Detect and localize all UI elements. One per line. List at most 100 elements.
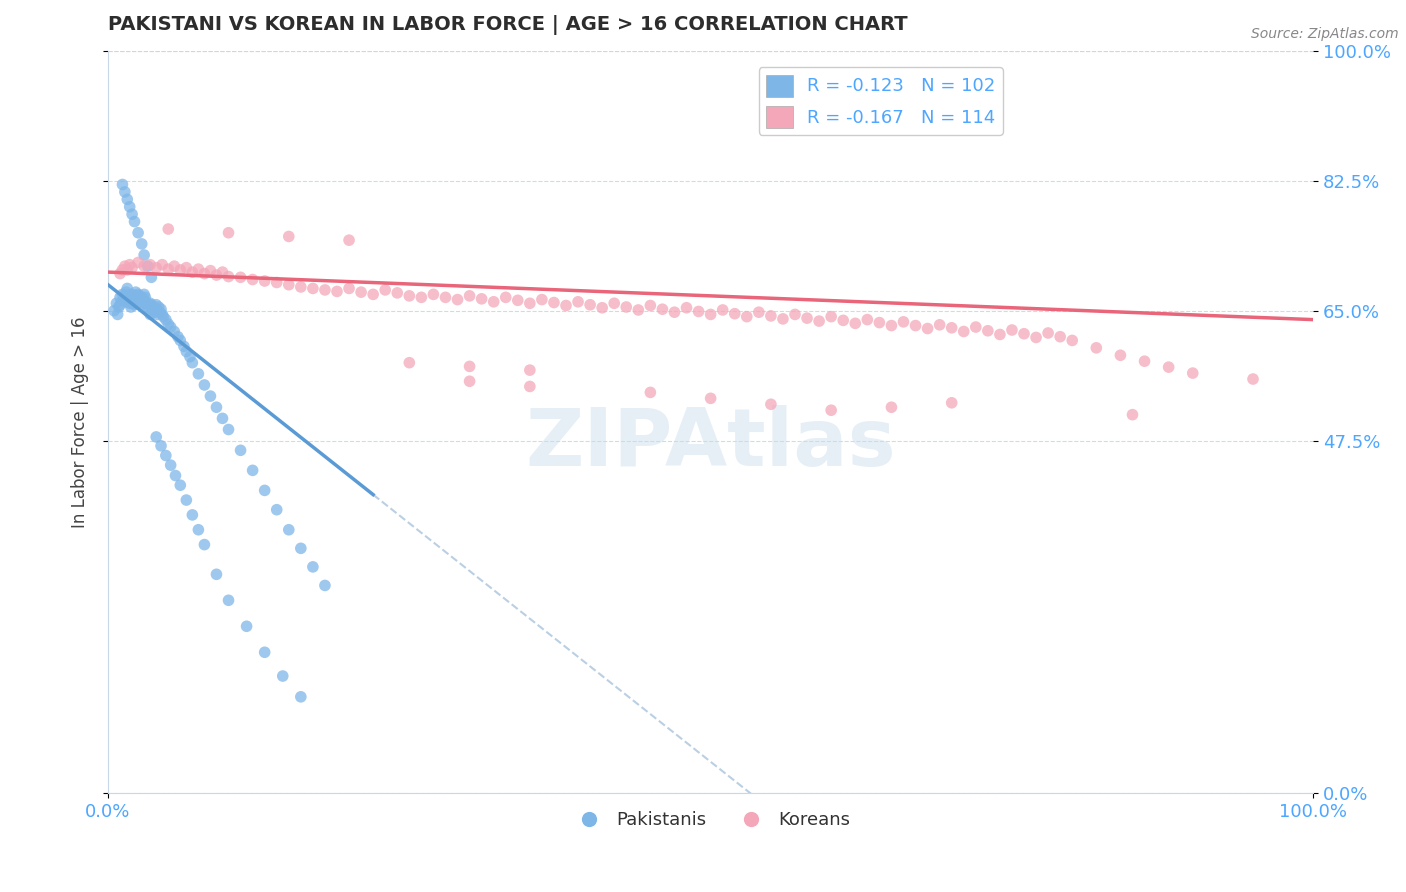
Point	[169, 478, 191, 492]
Point	[187, 523, 209, 537]
Point	[112, 293, 135, 307]
Point	[579, 298, 602, 312]
Legend: Pakistanis, Koreans: Pakistanis, Koreans	[564, 804, 858, 837]
Point	[218, 269, 240, 284]
Point	[167, 329, 190, 343]
Point	[904, 318, 927, 333]
Point	[129, 293, 152, 307]
Point	[181, 265, 204, 279]
Point	[387, 285, 409, 300]
Point	[135, 296, 157, 310]
Point	[121, 260, 143, 275]
Point	[125, 285, 148, 300]
Point	[141, 298, 163, 312]
Point	[1062, 334, 1084, 348]
Point	[134, 287, 156, 301]
Point	[290, 690, 312, 704]
Point	[868, 316, 890, 330]
Point	[124, 214, 146, 228]
Point	[127, 226, 149, 240]
Point	[530, 293, 553, 307]
Point	[519, 296, 541, 310]
Point	[917, 321, 939, 335]
Point	[132, 296, 155, 310]
Point	[458, 359, 481, 374]
Point	[266, 276, 288, 290]
Point	[211, 411, 233, 425]
Point	[163, 259, 186, 273]
Point	[1133, 354, 1156, 368]
Point	[143, 305, 166, 319]
Point	[128, 289, 150, 303]
Point	[127, 255, 149, 269]
Point	[411, 290, 433, 304]
Point	[150, 439, 173, 453]
Point	[302, 281, 325, 295]
Point	[200, 263, 222, 277]
Text: Source: ZipAtlas.com: Source: ZipAtlas.com	[1251, 27, 1399, 41]
Point	[218, 423, 240, 437]
Point	[142, 302, 165, 317]
Point	[176, 493, 198, 508]
Point	[138, 303, 160, 318]
Point	[664, 305, 686, 319]
Point	[114, 259, 136, 273]
Point	[118, 290, 141, 304]
Point	[374, 283, 396, 297]
Point	[146, 307, 169, 321]
Point	[242, 463, 264, 477]
Point	[193, 378, 215, 392]
Point	[205, 401, 228, 415]
Point	[136, 259, 159, 273]
Point	[759, 397, 782, 411]
Point	[808, 314, 831, 328]
Point	[832, 313, 855, 327]
Point	[337, 233, 360, 247]
Point	[229, 270, 252, 285]
Point	[187, 262, 209, 277]
Point	[1036, 326, 1059, 340]
Point	[181, 356, 204, 370]
Point	[105, 296, 128, 310]
Point	[458, 289, 481, 303]
Point	[699, 307, 721, 321]
Point	[127, 287, 149, 301]
Point	[458, 374, 481, 388]
Point	[422, 287, 444, 301]
Point	[176, 344, 198, 359]
Point	[772, 311, 794, 326]
Point	[117, 281, 139, 295]
Point	[724, 307, 747, 321]
Point	[139, 296, 162, 310]
Point	[114, 185, 136, 199]
Point	[181, 508, 204, 522]
Point	[145, 298, 167, 312]
Point	[699, 392, 721, 406]
Point	[711, 303, 734, 318]
Y-axis label: In Labor Force | Age > 16: In Labor Force | Age > 16	[72, 317, 89, 528]
Point	[134, 248, 156, 262]
Point	[139, 307, 162, 321]
Point	[977, 324, 1000, 338]
Point	[603, 296, 626, 310]
Point	[1181, 366, 1204, 380]
Point	[277, 277, 299, 292]
Point	[150, 307, 173, 321]
Point	[277, 523, 299, 537]
Point	[519, 363, 541, 377]
Point	[242, 272, 264, 286]
Point	[118, 296, 141, 310]
Point	[1001, 323, 1024, 337]
Point	[139, 258, 162, 272]
Point	[1012, 326, 1035, 341]
Point	[350, 285, 373, 300]
Point	[253, 645, 276, 659]
Point	[124, 289, 146, 303]
Point	[783, 307, 806, 321]
Point	[1109, 348, 1132, 362]
Point	[117, 192, 139, 206]
Point	[108, 290, 131, 304]
Point	[155, 312, 177, 326]
Point	[253, 483, 276, 498]
Point	[567, 294, 589, 309]
